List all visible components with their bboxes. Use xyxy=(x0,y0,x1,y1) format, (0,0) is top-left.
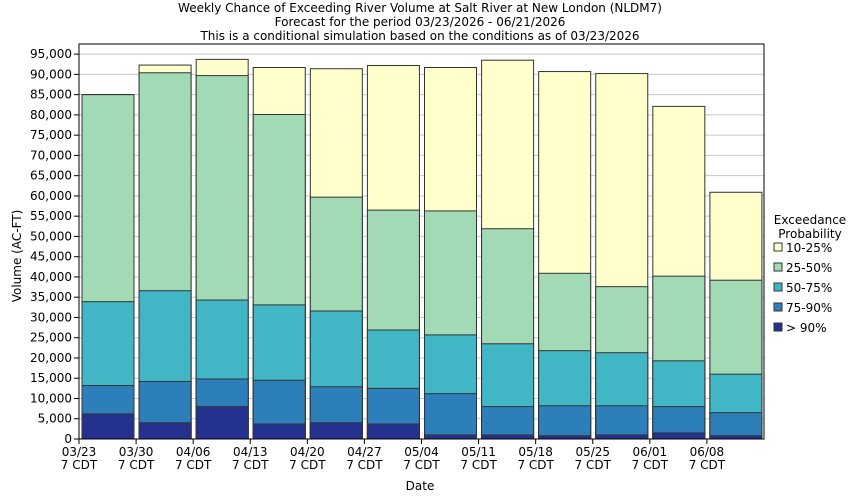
y-tick-label: 65,000 xyxy=(30,169,72,183)
bar-segment xyxy=(424,393,477,440)
legend-swatch xyxy=(773,242,783,252)
legend-title-1: Exceedance xyxy=(774,213,846,227)
bar-segment xyxy=(252,423,306,440)
bar-group xyxy=(709,191,763,440)
x-tick-label: 06/01 xyxy=(633,445,668,459)
x-tick-label-time: 7 CDT xyxy=(118,458,155,472)
legend-swatch xyxy=(773,282,783,292)
legend-swatch xyxy=(773,322,783,332)
y-tick-label: 40,000 xyxy=(30,270,72,284)
bar-segment xyxy=(81,413,135,440)
x-tick-label: 05/04 xyxy=(404,445,439,459)
x-axis-label: Date xyxy=(406,479,435,493)
bar-group xyxy=(138,64,192,440)
x-tick-label: 05/11 xyxy=(461,445,496,459)
x-tick-label-time: 7 CDT xyxy=(403,458,440,472)
x-tick-label: 05/25 xyxy=(575,445,610,459)
x-tick-label-time: 7 CDT xyxy=(632,458,669,472)
x-tick-label-time: 7 CDT xyxy=(517,458,554,472)
legend-swatch xyxy=(773,302,783,312)
bar-segment xyxy=(595,405,649,440)
y-tick-label: 35,000 xyxy=(30,290,72,304)
x-tick-label: 03/30 xyxy=(119,445,154,459)
x-tick-label-time: 7 CDT xyxy=(289,458,326,472)
x-tick-label: 04/06 xyxy=(176,445,211,459)
y-tick-label: 30,000 xyxy=(30,310,72,324)
y-tick-label: 50,000 xyxy=(30,229,72,243)
y-tick-label: 20,000 xyxy=(30,351,72,365)
bar-group xyxy=(424,66,477,440)
x-tick-label-time: 7 CDT xyxy=(460,458,497,472)
y-tick-label: 60,000 xyxy=(30,189,72,203)
plot-frame xyxy=(78,43,765,440)
bar-group xyxy=(652,105,706,440)
bar-segment xyxy=(195,406,249,440)
bar-group xyxy=(309,68,363,440)
bar-segment xyxy=(309,422,363,440)
x-tick-label-time: 7 CDT xyxy=(689,458,726,472)
y-tick-label: 55,000 xyxy=(30,209,72,223)
legend-label: 50-75% xyxy=(786,281,832,295)
x-tick-label: 05/18 xyxy=(518,445,553,459)
legend-label: 10-25% xyxy=(786,241,832,255)
bar-group xyxy=(81,94,135,440)
y-tick-label: 5,000 xyxy=(38,412,72,426)
x-tick-label: 06/08 xyxy=(690,445,725,459)
y-tick-label: 80,000 xyxy=(30,108,72,122)
legend-swatch xyxy=(773,262,783,272)
y-tick-label: 25,000 xyxy=(30,331,72,345)
bar-segment xyxy=(481,406,535,440)
bar-group xyxy=(195,58,249,440)
legend-label: 25-50% xyxy=(786,261,832,275)
x-tick-label-time: 7 CDT xyxy=(232,458,269,472)
bar-segment xyxy=(481,434,535,440)
chart-subtitle-2: This is a conditional simulation based o… xyxy=(199,29,639,43)
y-tick-label: 85,000 xyxy=(30,88,72,102)
x-tick-label: 04/27 xyxy=(347,445,382,459)
bar-segment xyxy=(709,412,763,440)
legend-label: > 90% xyxy=(786,321,827,335)
y-tick-label: 70,000 xyxy=(30,148,72,162)
bar-segment xyxy=(538,405,592,440)
bar-segment xyxy=(366,423,420,440)
bar-group xyxy=(538,71,592,440)
y-tick-label: 45,000 xyxy=(30,250,72,264)
bar-segment xyxy=(652,432,706,440)
bar-segment xyxy=(424,434,477,440)
x-tick-label: 03/23 xyxy=(62,445,97,459)
bar-group xyxy=(595,73,649,440)
y-tick-label: 95,000 xyxy=(30,47,72,61)
x-tick-label-time: 7 CDT xyxy=(175,458,212,472)
y-tick-label: 90,000 xyxy=(30,67,72,81)
x-tick-label-time: 7 CDT xyxy=(575,458,612,472)
bar-group xyxy=(481,59,535,440)
legend-title-2: Probability xyxy=(778,227,841,241)
chart-title: Weekly Chance of Exceeding River Volume … xyxy=(178,1,662,15)
chart-subtitle-1: Forecast for the period 03/23/2026 - 06/… xyxy=(275,15,566,29)
x-tick-label: 04/13 xyxy=(233,445,268,459)
bar-segment xyxy=(138,422,192,440)
y-tick-label: 0 xyxy=(64,432,72,446)
bar-segment xyxy=(595,434,649,440)
x-tick-label-time: 7 CDT xyxy=(346,458,383,472)
y-tick-label: 75,000 xyxy=(30,128,72,142)
bar-group xyxy=(366,64,420,440)
y-tick-label: 10,000 xyxy=(30,391,72,405)
x-tick-label: 04/20 xyxy=(290,445,325,459)
legend: Exceedance Probability 10-25% 25-50% 50-75… xyxy=(773,213,846,335)
legend-label: 75-90% xyxy=(786,301,832,315)
y-tick-label: 15,000 xyxy=(30,371,72,385)
bar-group xyxy=(252,66,306,440)
x-tick-label-time: 7 CDT xyxy=(61,458,98,472)
y-axis-label: Volume (AC-FT) xyxy=(10,210,24,303)
